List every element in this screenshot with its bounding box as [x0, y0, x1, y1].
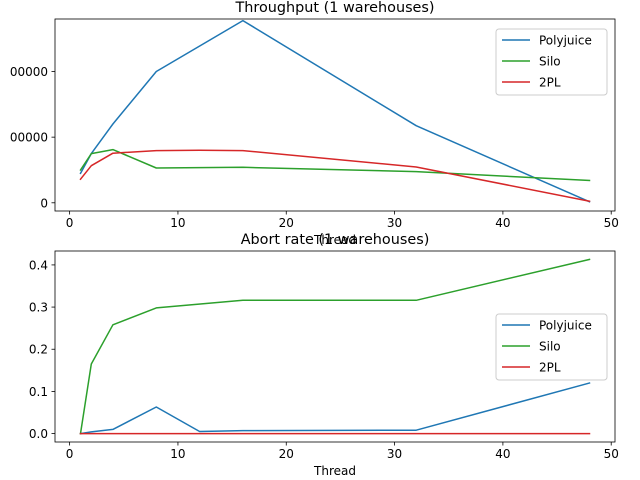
y-tick-label: 00000 — [10, 131, 48, 145]
x-tick-label: 40 — [495, 447, 510, 461]
legend-label: Polyjuice — [539, 319, 592, 333]
legend-label: Polyjuice — [539, 34, 592, 48]
legend-label: Silo — [539, 55, 561, 69]
legend-box — [495, 313, 608, 381]
series-group — [79, 258, 591, 435]
x-tick-label: 40 — [495, 216, 510, 230]
chart-panel-2: 0 10 20 30 40 50 0.0 0.1 0.2 0.3 0.4 Abort rate (1 … — [29, 232, 619, 478]
series-group — [79, 19, 591, 203]
x-tick-label: 0 — [66, 447, 74, 461]
series-line-silo — [79, 258, 591, 435]
plot-frame — [54, 18, 616, 212]
x-tick-label: 50 — [604, 447, 619, 461]
x-tick-label: 10 — [170, 447, 185, 461]
y-tick-label: 0 — [40, 196, 48, 210]
y-tick-label: 0.4 — [29, 258, 48, 272]
x-tick-label: 30 — [387, 216, 402, 230]
series-line-silo — [79, 148, 591, 182]
legend-box — [495, 28, 608, 96]
legend: Polyjuice Silo 2PL — [495, 28, 608, 96]
chart-title: Throughput (1 warehouses) — [234, 0, 434, 16]
y-tick-label: 0.0 — [29, 427, 48, 441]
x-tick-label: 50 — [604, 216, 619, 230]
series-line-2pl — [79, 149, 591, 203]
x-tick-label: 30 — [387, 447, 402, 461]
x-axis-label: Thread — [313, 464, 356, 478]
y-tick-label: 0.3 — [29, 301, 48, 315]
x-axis-label: Thread — [313, 233, 356, 247]
y-tick-label: 0.2 — [29, 343, 48, 357]
y-tick-label: 0.1 — [29, 385, 48, 399]
plot-frame — [54, 250, 616, 443]
legend: Polyjuice Silo 2PL — [495, 313, 608, 381]
legend-label: Silo — [539, 340, 561, 354]
chart-title: Abort rate (1 warehouses) — [241, 232, 430, 248]
y-tick-label: 00000 — [10, 65, 48, 79]
legend-label: 2PL — [539, 361, 561, 375]
series-line-polyjuice — [79, 382, 591, 435]
x-tick-label: 20 — [279, 447, 294, 461]
x-tick-label: 0 — [66, 216, 74, 230]
legend-label: 2PL — [539, 76, 561, 90]
x-tick-label: 20 — [279, 216, 294, 230]
x-tick-label: 10 — [170, 216, 185, 230]
